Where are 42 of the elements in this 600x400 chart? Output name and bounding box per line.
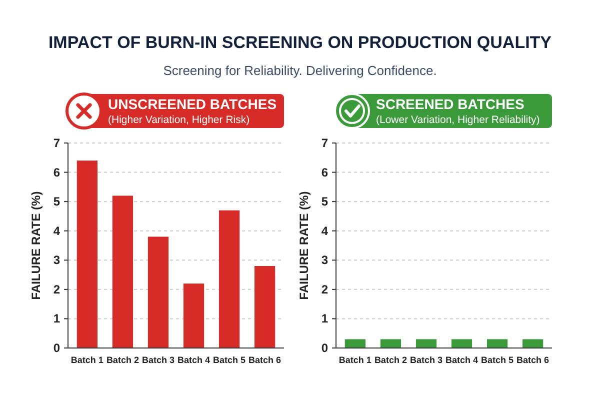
x-tick-label: Batch 1 xyxy=(338,355,372,365)
x-tick-label: Batch 2 xyxy=(106,355,139,365)
bar xyxy=(218,210,240,348)
chart-subtitle: (Lower Variation, Higher Reliability) xyxy=(376,114,540,126)
y-tick-label: 5 xyxy=(53,194,60,209)
y-tick-label: 1 xyxy=(321,312,328,326)
y-tick-label: 0 xyxy=(321,341,328,355)
bar xyxy=(112,196,134,348)
x-tick-label: Batch 2 xyxy=(374,355,407,365)
text: Screening for Reliability. Delivering Confidence. xyxy=(163,63,437,78)
x-tick-label: Batch 6 xyxy=(516,355,550,365)
x-tick-label: Batch 6 xyxy=(248,355,282,365)
x-tick-label: Batch 4 xyxy=(178,355,210,365)
x-tick-label: Batch 5 xyxy=(213,355,246,365)
bar xyxy=(148,236,169,348)
x-tick-label: Batch 4 xyxy=(446,355,478,365)
bar xyxy=(254,266,276,348)
y-tick-label: 4 xyxy=(321,224,328,238)
y-tick-label: 6 xyxy=(53,165,60,180)
y-tick-label: 3 xyxy=(321,253,328,268)
bar xyxy=(76,160,98,348)
chart-subtitle: (Higher Variation, Higher Risk) xyxy=(108,114,250,126)
x-tick-label: Batch 3 xyxy=(142,355,174,365)
bar xyxy=(183,284,204,348)
x-tick-label: Batch 3 xyxy=(410,355,442,365)
y-tick-label: 7 xyxy=(321,136,328,150)
y-tick-label: 2 xyxy=(321,282,328,296)
y-axis-title: FAILURE RATE (%) xyxy=(29,191,43,300)
x-tick-label: Batch 5 xyxy=(481,355,514,365)
y-tick-label: 1 xyxy=(53,312,60,326)
y-tick-label: 3 xyxy=(53,253,60,268)
y-axis-title: FAILURE RATE (%) xyxy=(297,191,311,300)
y-tick-label: 0 xyxy=(53,341,60,355)
y-tick-label: 5 xyxy=(321,194,328,209)
chart-title: UNSCREENED BATCHES xyxy=(108,96,277,112)
y-tick-label: 4 xyxy=(53,224,60,238)
y-tick-label: 7 xyxy=(53,136,60,150)
y-tick-label: 2 xyxy=(53,282,60,296)
chart-title: SCREENED BATCHES xyxy=(376,96,524,112)
text: IMPACT OF BURN-IN SCREENING ON PRODUCTION QUALITY xyxy=(48,33,552,52)
x-tick-label: Batch 1 xyxy=(70,355,104,365)
y-tick-label: 6 xyxy=(321,165,328,180)
